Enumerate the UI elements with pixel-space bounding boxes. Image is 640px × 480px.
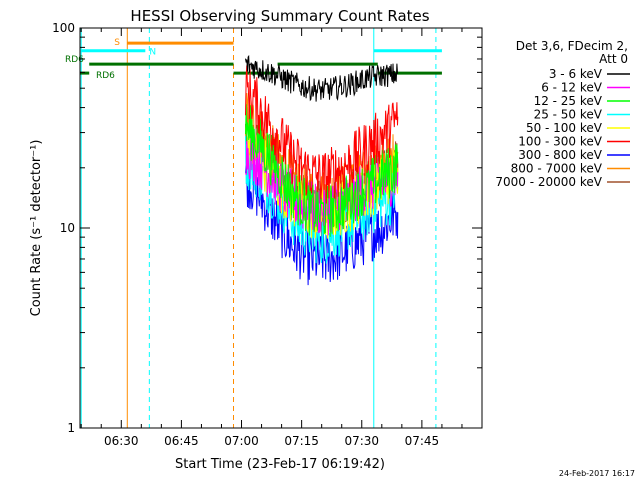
legend-entry-label-6: 300 - 800 keV: [518, 148, 602, 162]
flag-label-0: S: [114, 38, 120, 48]
x-axis-label: Start Time (23-Feb-17 06:19:42): [175, 457, 385, 472]
legend-entry-label-5: 100 - 300 keV: [518, 135, 602, 149]
y-axis-label: Count Rate (s⁻¹ detector⁻¹): [29, 140, 44, 317]
legend-entry-label-8: 7000 - 20000 keV: [495, 175, 602, 189]
legend-entry-label-1: 6 - 12 keV: [541, 81, 603, 95]
flag-label-2: RD6: [65, 55, 84, 65]
series-line-5: [245, 65, 399, 204]
plot-frame: [79, 27, 483, 429]
x-tick-label-0: 06:30: [104, 434, 139, 448]
x-tick-label-3: 07:15: [284, 434, 319, 448]
flag-label-3: RD6: [96, 71, 115, 81]
chart-title: HESSI Observing Summary Count Rates: [130, 7, 429, 25]
legend-entry-label-7: 800 - 7000 keV: [511, 162, 603, 176]
flag-label-1: N: [149, 48, 156, 58]
x-tick-label-5: 07:45: [405, 434, 440, 448]
y-tick-label-1: 10: [60, 221, 75, 235]
legend-entry-label-3: 25 - 50 keV: [534, 108, 603, 122]
y-tick-label-2: 100: [52, 21, 75, 35]
series-line-2: [245, 104, 399, 237]
legend-entry-label-2: 12 - 25 keV: [534, 94, 603, 108]
x-tick-label-2: 07:00: [224, 434, 259, 448]
legend-header-line-2: Att 0: [599, 52, 628, 66]
x-tick-label-4: 07:30: [344, 434, 379, 448]
x-tick-label-1: 06:45: [164, 434, 199, 448]
legend-entry-label-4: 50 - 100 keV: [526, 121, 603, 135]
timestamp-annotation: 24-Feb-2017 16:17: [559, 469, 635, 478]
legend-header-line-1: Det 3,6, FDecim 2,: [516, 39, 628, 53]
series-line-0: [245, 54, 399, 102]
legend-entry-label-0: 3 - 6 keV: [549, 67, 603, 81]
y-tick-label-0: 1: [67, 421, 75, 435]
